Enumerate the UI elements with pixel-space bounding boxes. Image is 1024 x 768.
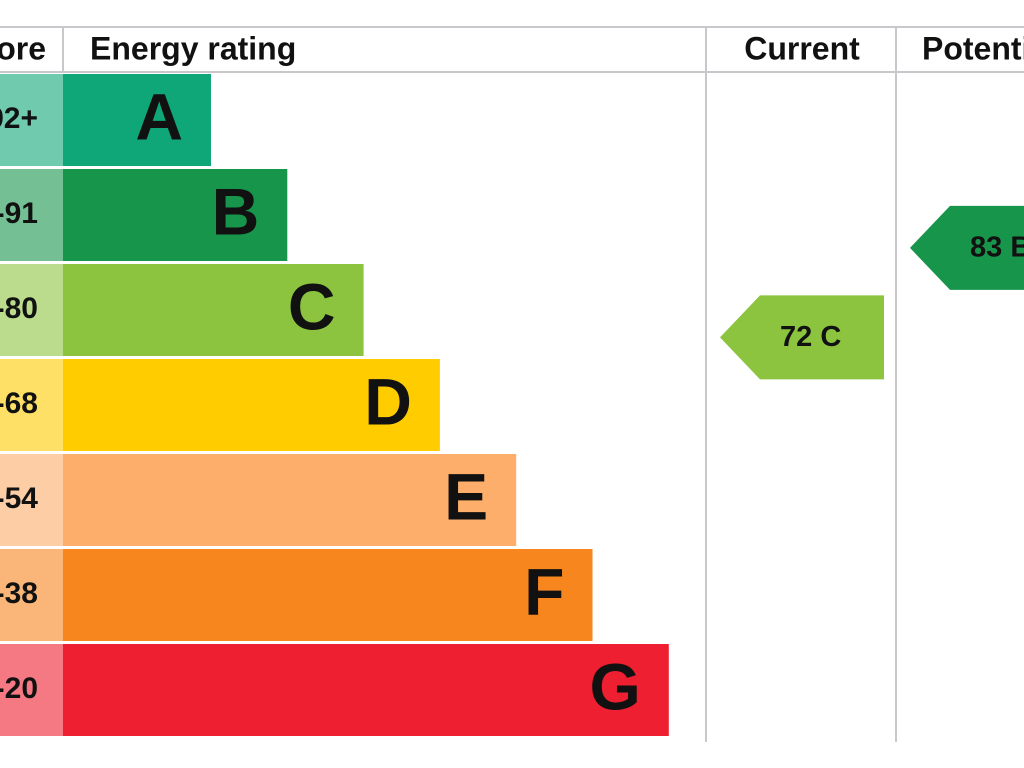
- score-range: 69-80: [0, 292, 38, 325]
- current-arrow: [720, 295, 884, 380]
- potential-label: 83 B: [970, 232, 1024, 264]
- rating-letter: B: [212, 174, 260, 248]
- score-range: 21-38: [0, 577, 38, 610]
- score-cell: [0, 454, 63, 546]
- score-range: 55-68: [0, 387, 38, 420]
- rating-letter: D: [364, 364, 412, 438]
- potential-arrow: [910, 205, 1024, 290]
- score-cell: [0, 549, 63, 641]
- score-cell: [0, 644, 63, 736]
- score-range: 81-91: [0, 197, 38, 230]
- rating-letter: A: [135, 79, 183, 153]
- rating-bar: [63, 454, 517, 546]
- rating-header: Energy rating: [90, 30, 296, 66]
- score-cell: [0, 169, 63, 261]
- score-range: 39-54: [0, 482, 38, 515]
- rating-bar: [63, 264, 364, 356]
- rating-letter: G: [589, 649, 640, 723]
- rating-bar: [63, 644, 669, 736]
- score-cell: [0, 264, 63, 356]
- rating-letter: F: [524, 554, 564, 628]
- rating-letter: C: [288, 269, 336, 343]
- current-label: 72 C: [780, 321, 841, 353]
- rating-bar: [63, 169, 288, 261]
- score-range: 92+: [0, 102, 38, 135]
- rating-bar: [63, 359, 440, 451]
- rating-letter: E: [444, 459, 488, 533]
- potential-header: Potential: [922, 30, 1024, 66]
- rating-bar: [63, 74, 211, 166]
- score-range: 1-20: [0, 672, 38, 705]
- score-header: Score: [0, 30, 46, 66]
- rating-bar: [63, 549, 593, 641]
- score-cell: [0, 74, 63, 166]
- score-cell: [0, 359, 63, 451]
- current-header: Current: [744, 30, 860, 66]
